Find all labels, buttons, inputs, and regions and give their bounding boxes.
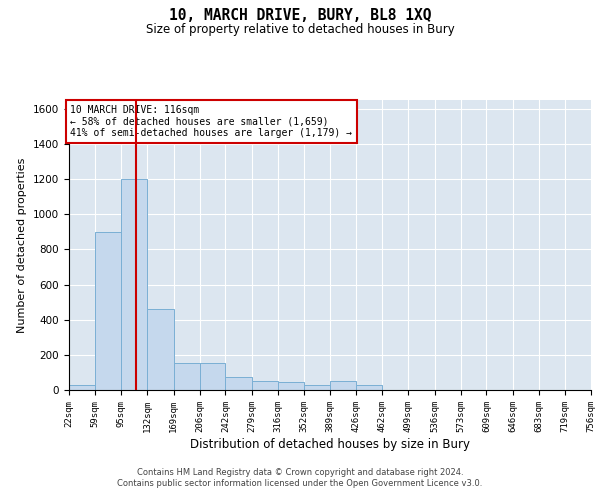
Bar: [147, 309, 173, 390]
Bar: [226, 377, 252, 390]
Bar: [121, 179, 147, 390]
Y-axis label: Number of detached properties: Number of detached properties: [17, 158, 28, 332]
Bar: [278, 382, 304, 390]
Bar: [200, 363, 226, 390]
Text: Contains HM Land Registry data © Crown copyright and database right 2024.
Contai: Contains HM Land Registry data © Crown c…: [118, 468, 482, 487]
X-axis label: Distribution of detached houses by size in Bury: Distribution of detached houses by size …: [190, 438, 470, 450]
Text: 10, MARCH DRIVE, BURY, BL8 1XQ: 10, MARCH DRIVE, BURY, BL8 1XQ: [169, 8, 431, 22]
Bar: [173, 363, 200, 390]
Bar: [304, 385, 330, 390]
Text: Size of property relative to detached houses in Bury: Size of property relative to detached ho…: [146, 22, 454, 36]
Text: 10 MARCH DRIVE: 116sqm
← 58% of detached houses are smaller (1,659)
41% of semi-: 10 MARCH DRIVE: 116sqm ← 58% of detached…: [70, 106, 352, 138]
Bar: [356, 385, 382, 390]
Bar: [330, 381, 356, 390]
Bar: [95, 232, 121, 390]
Bar: [252, 381, 278, 390]
Bar: [69, 385, 95, 390]
